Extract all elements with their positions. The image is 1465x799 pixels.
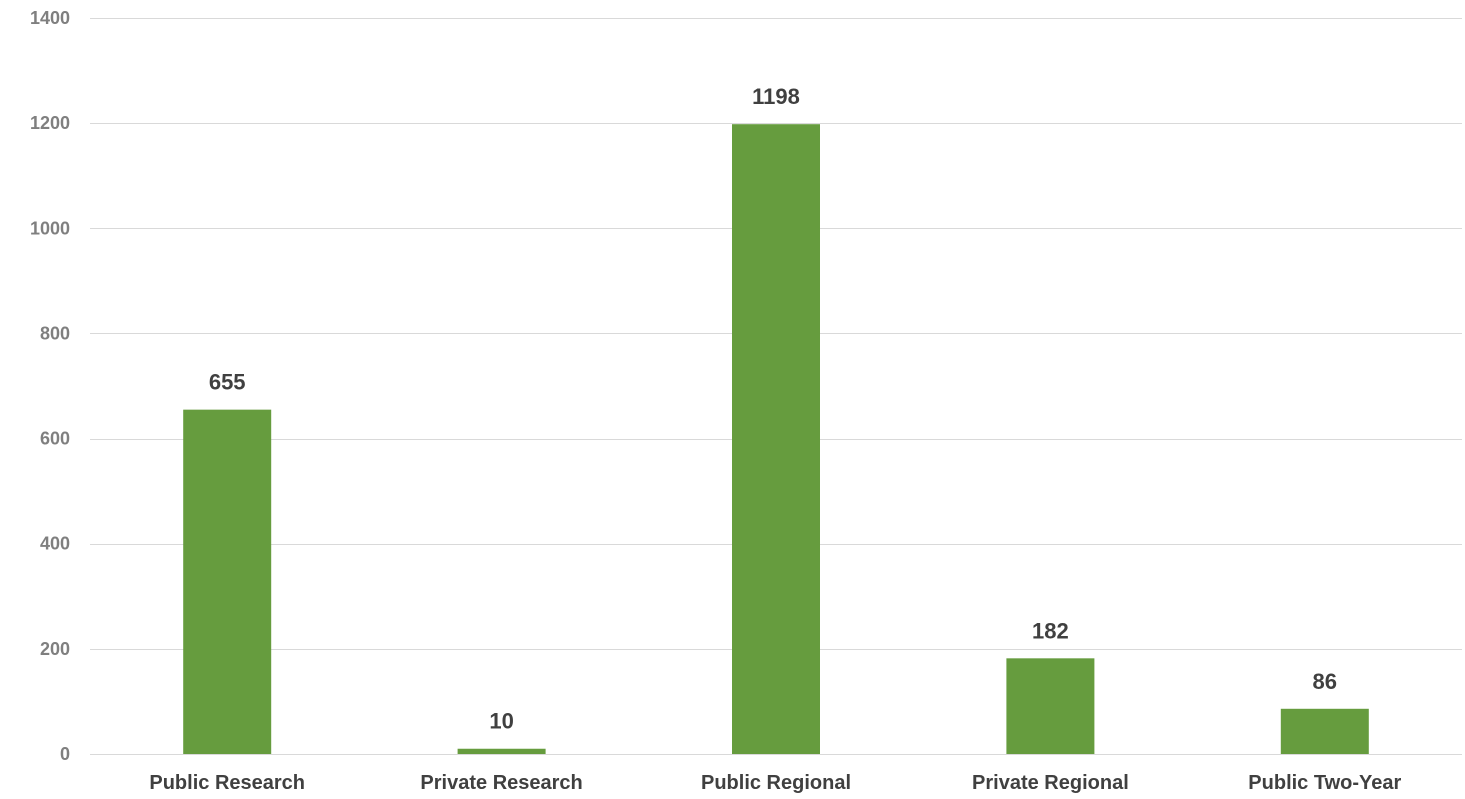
x-category-label: Public Two-Year xyxy=(1248,772,1401,794)
bar xyxy=(457,748,546,754)
bars xyxy=(183,124,1369,755)
bar xyxy=(1280,708,1369,754)
data-label: 182 xyxy=(1032,618,1069,643)
x-category-label: Public Regional xyxy=(701,772,851,794)
y-tick-label: 1000 xyxy=(30,218,70,238)
y-tick-label: 0 xyxy=(60,744,70,764)
y-axis-tick-labels: 0 200 400 600 800 1000 1200 1400 xyxy=(30,8,70,764)
y-tick-label: 200 xyxy=(40,639,70,659)
y-tick-label: 800 xyxy=(40,323,70,343)
y-tick-label: 400 xyxy=(40,534,70,554)
bar xyxy=(1006,658,1095,754)
x-category-label: Private Regional xyxy=(972,772,1129,794)
data-label: 86 xyxy=(1313,669,1337,694)
x-category-label: Private Research xyxy=(420,772,582,794)
x-category-label: Public Research xyxy=(149,772,305,794)
data-label: 1198 xyxy=(752,84,800,109)
data-labels: 655 10 1198 182 86 xyxy=(209,84,1337,734)
y-tick-label: 600 xyxy=(40,429,70,449)
bar xyxy=(183,409,272,754)
data-label: 10 xyxy=(489,709,513,734)
y-tick-label: 1200 xyxy=(30,113,70,133)
y-tick-label: 1400 xyxy=(30,8,70,28)
data-label: 655 xyxy=(209,370,246,395)
x-axis-category-labels: Public Research Private Research Public Re… xyxy=(149,772,1401,794)
bar xyxy=(732,124,820,755)
